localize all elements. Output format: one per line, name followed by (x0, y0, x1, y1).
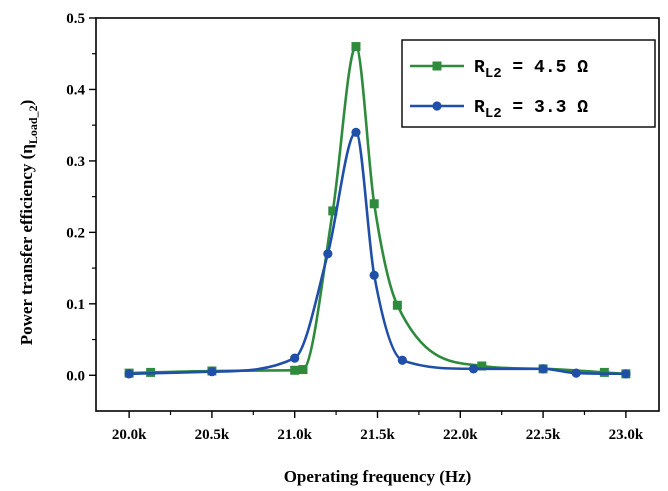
y-tick-label: 0.0 (66, 368, 85, 384)
x-tick-label: 22.5k (526, 427, 561, 443)
x-tick-label: 20.0k (112, 427, 147, 443)
x-tick-label: 22.0k (443, 427, 478, 443)
y-tick-label: 0.4 (66, 82, 85, 98)
y-axis-label-end: ) (17, 100, 36, 106)
legend-entry-1: RL2 = 4.5 Ω (410, 58, 588, 82)
legend-marker (432, 61, 442, 71)
legend-entry-2: RL2 = 3.3 Ω (410, 98, 588, 122)
y-axis-label-sub: Load_2 (26, 105, 40, 144)
y-tick-label: 0.5 (66, 11, 85, 27)
data-point (571, 368, 581, 378)
legend-label: RL2 = 4.5 Ω (474, 58, 588, 82)
data-point (290, 353, 300, 363)
data-point (323, 249, 333, 259)
data-point (351, 42, 361, 52)
series-2 (124, 127, 631, 379)
legend: RL2 = 4.5 Ω RL2 = 3.3 Ω (401, 39, 656, 128)
y-axis-ticks: 0.0 0.1 0.2 0.3 0.4 0.5 (66, 11, 96, 384)
data-point (538, 364, 548, 374)
data-point (477, 361, 487, 371)
y-axis-label: Power transfer efficiency (ηLoad_2) (17, 100, 40, 346)
y-tick-label: 0.1 (66, 297, 85, 313)
x-tick-label: 21.5k (360, 427, 395, 443)
data-point (621, 369, 631, 379)
series-group (124, 42, 631, 379)
x-axis-ticks: 20.0k 20.5k 21.0k 21.5k 22.0k 22.5k 23.0k (112, 411, 644, 443)
data-point (328, 206, 338, 216)
x-tick-label: 20.5k (195, 427, 230, 443)
legend-marker (432, 101, 442, 111)
y-axis-label-main: Power transfer efficiency (η (17, 144, 36, 345)
y-tick-label: 0.2 (66, 225, 85, 241)
data-point (207, 367, 217, 377)
x-axis-label: Operating frequency (Hz) (284, 467, 472, 486)
y-tick-label: 0.3 (66, 154, 85, 170)
x-tick-label: 21.0k (277, 427, 312, 443)
data-point (298, 365, 308, 375)
data-point (468, 364, 479, 374)
legend-box (401, 39, 656, 128)
plot-frame (95, 17, 660, 412)
data-point (124, 369, 134, 379)
legend-label: RL2 = 3.3 Ω (474, 98, 588, 122)
series-line (129, 130, 626, 376)
data-point (397, 355, 407, 365)
x-tick-label: 23.0k (609, 427, 644, 443)
data-point (392, 300, 402, 310)
data-point (369, 199, 379, 209)
data-point (351, 127, 361, 137)
data-point (369, 270, 379, 280)
data-point (290, 365, 300, 375)
